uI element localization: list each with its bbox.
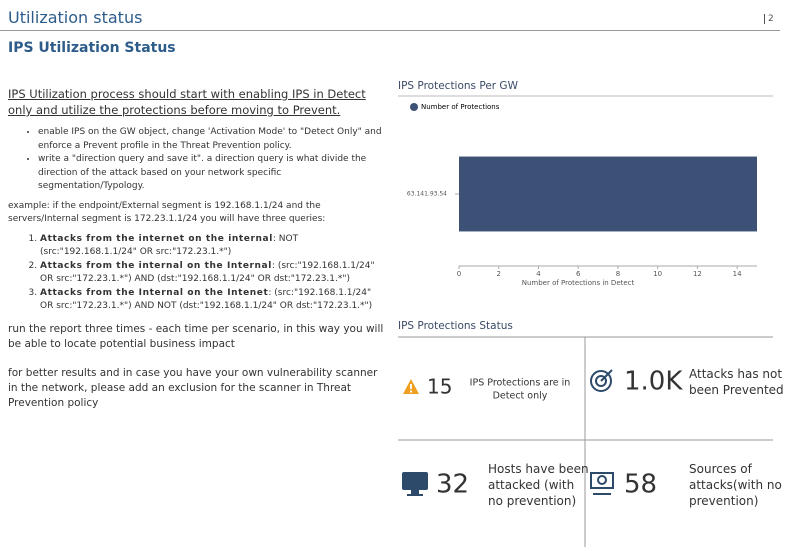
- query: Attacks from the internet on the interna…: [40, 233, 386, 260]
- tile-label: Sources of attacks(with no prevention): [689, 462, 782, 508]
- header-rule: [0, 30, 780, 31]
- query: Attacks from the Internal on the Intenet…: [40, 287, 386, 314]
- x-tick-label: 12: [693, 270, 702, 278]
- legend-swatch: [410, 103, 418, 111]
- queries: Attacks from the internet on the interna…: [8, 233, 386, 314]
- bullet: write a "direction query and save it". a…: [38, 153, 386, 194]
- status-title: IPS Protections Status: [398, 320, 513, 332]
- x-tick-label: 8: [616, 270, 620, 278]
- tile-label: Attacks has not been Prevented: [689, 367, 784, 397]
- query-text: : (src:"192.168.1.1/24" OR src:"172.23.1…: [40, 260, 375, 285]
- page-number: 2: [764, 14, 774, 24]
- tile-value: 32: [436, 470, 469, 500]
- query-title: Attacks from the internal on the Interna…: [40, 260, 272, 271]
- warning-icon: [403, 379, 419, 394]
- hosts-icon: [590, 472, 614, 495]
- x-tick-label: 2: [496, 270, 500, 278]
- tile-value: 58: [624, 470, 657, 500]
- x-tick-label: 0: [457, 270, 461, 278]
- intro: IPS Utilization process should start wit…: [8, 87, 366, 117]
- query-text: : (src:"192.168.1.1/24" OR src:"172.23.1…: [40, 287, 373, 312]
- x-axis-label: Number of Protections in Detect: [522, 279, 635, 287]
- tile-value: 15: [427, 375, 452, 399]
- x-tick-label: 6: [576, 270, 581, 278]
- legend-label: Number of Protections: [421, 103, 500, 111]
- chart-title: IPS Protections Per GW: [398, 80, 519, 92]
- tile-value: 1.0K: [624, 367, 683, 397]
- x-tick-label: 14: [733, 270, 742, 278]
- query-title: Attacks from the Internal on the Intenet: [40, 287, 269, 298]
- subtitle: IPS Utilization Status: [8, 40, 176, 56]
- monitor-icon: [402, 472, 428, 496]
- header-title: Utilization status: [8, 8, 143, 27]
- run-note: run the report three times - each time p…: [8, 322, 384, 350]
- x-tick-label: 10: [653, 270, 662, 278]
- scanner-note: for better results and in case you have …: [8, 366, 378, 409]
- tile-label: IPS Protections are in Detect only: [470, 378, 571, 402]
- bar: [459, 156, 757, 232]
- bullet: enable IPS on the GW object, change 'Act…: [38, 126, 386, 153]
- x-tick-label: 4: [536, 270, 541, 278]
- instructions: IPS Utilization process should start wit…: [8, 86, 386, 421]
- query-title: Attacks from the internet on the interna…: [40, 233, 273, 244]
- bullets: enable IPS on the GW object, change 'Act…: [8, 126, 386, 194]
- query: Attacks from the internal on the Interna…: [40, 260, 386, 287]
- query-text: : NOT (src:"192.168.1.1/24" OR src:"172.…: [40, 233, 299, 258]
- target-icon: [590, 369, 613, 392]
- y-tick-label: 63.141.93.54: [407, 191, 447, 198]
- tile-label: Hosts have been attacked (with no preventi…: [488, 462, 589, 508]
- example: example: if the endpoint/External segmen…: [8, 200, 326, 225]
